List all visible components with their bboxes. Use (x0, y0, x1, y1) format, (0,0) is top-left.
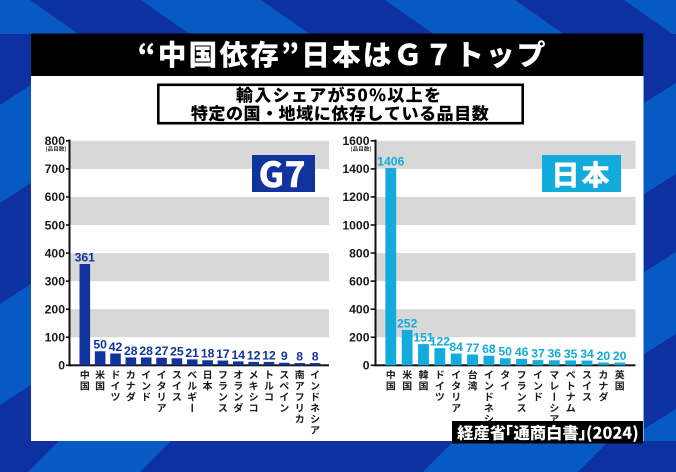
svg-text:17: 17 (216, 347, 230, 361)
svg-text:100: 100 (45, 331, 66, 345)
svg-text:200: 200 (45, 303, 66, 317)
svg-text:34: 34 (580, 347, 594, 361)
svg-text:8: 8 (296, 350, 303, 364)
svg-text:36: 36 (548, 347, 562, 361)
svg-text:28: 28 (124, 344, 138, 358)
svg-text:12: 12 (262, 348, 276, 362)
svg-text:600: 600 (45, 190, 66, 204)
svg-text:68: 68 (482, 342, 496, 356)
svg-text:1400: 1400 (342, 162, 369, 176)
svg-text:20: 20 (613, 349, 627, 363)
svg-text:84: 84 (449, 340, 463, 354)
svg-text:9: 9 (281, 349, 288, 363)
svg-text:21: 21 (185, 346, 199, 360)
svg-text:600: 600 (349, 274, 370, 288)
svg-text:50: 50 (93, 338, 107, 352)
svg-text:8: 8 (312, 350, 319, 364)
svg-text:12: 12 (247, 348, 261, 362)
svg-text:27: 27 (155, 344, 169, 358)
svg-text:14: 14 (232, 348, 246, 362)
svg-text:20: 20 (597, 349, 611, 363)
svg-text:0: 0 (58, 359, 65, 373)
svg-text:25: 25 (170, 345, 184, 359)
svg-text:361: 361 (75, 250, 96, 264)
svg-text:1000: 1000 (342, 218, 369, 232)
svg-text:46: 46 (515, 345, 529, 359)
svg-text:200: 200 (349, 331, 370, 345)
svg-text:35: 35 (564, 347, 578, 361)
svg-text:400: 400 (349, 303, 370, 317)
svg-text:300: 300 (45, 274, 66, 288)
svg-text:50: 50 (498, 345, 512, 359)
svg-text:42: 42 (109, 340, 123, 354)
svg-text:700: 700 (45, 162, 66, 176)
svg-text:1600: 1600 (342, 134, 369, 148)
svg-text:122: 122 (430, 335, 451, 349)
svg-text:1200: 1200 (342, 190, 369, 204)
svg-text:400: 400 (45, 246, 66, 260)
svg-text:800: 800 (349, 246, 370, 260)
svg-text:800: 800 (45, 134, 66, 148)
svg-text:252: 252 (397, 316, 418, 330)
svg-text:151: 151 (413, 331, 434, 345)
svg-text:28: 28 (139, 344, 153, 358)
svg-text:1406: 1406 (377, 154, 404, 168)
svg-text:500: 500 (45, 218, 66, 232)
svg-text:18: 18 (201, 347, 215, 361)
svg-text:37: 37 (531, 347, 545, 361)
svg-text:0: 0 (363, 359, 370, 373)
svg-text:77: 77 (466, 341, 480, 355)
